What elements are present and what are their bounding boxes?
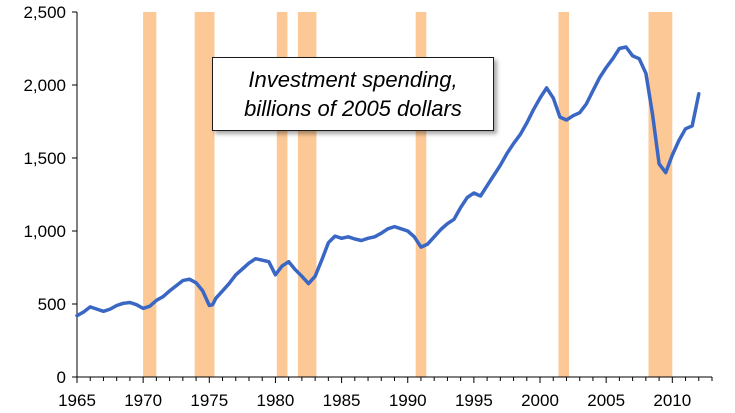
- y-tick-label: 500: [38, 295, 66, 314]
- recession-band: [648, 12, 673, 377]
- recession-band: [276, 12, 288, 377]
- x-tick-label: 1990: [389, 391, 427, 410]
- x-tick-label: 2000: [521, 391, 559, 410]
- x-tick-label: 1975: [190, 391, 228, 410]
- series-layer: [75, 45, 701, 318]
- recession-band: [415, 12, 427, 377]
- x-tick-label: 1985: [323, 391, 361, 410]
- y-tick-label: 2,500: [23, 3, 66, 22]
- y-tick-label: 1,500: [23, 149, 66, 168]
- tick-labels: 0 500 1,000 1,500 2,000 2,500 1965 1970 1975 1980…: [23, 3, 691, 410]
- chart-annotation: Investment spending, billions of 2005 do…: [212, 57, 494, 131]
- x-tick-label: 2005: [587, 391, 625, 410]
- investment-series-line: [75, 45, 701, 318]
- x-tick-label: 1980: [257, 391, 295, 410]
- x-tick-label: 1970: [124, 391, 162, 410]
- y-tick-label: 2,000: [23, 76, 66, 95]
- recession-band: [143, 12, 157, 377]
- x-tick-label: 2010: [653, 391, 691, 410]
- annotation-line-1: Investment spending,: [248, 67, 458, 92]
- y-tick-label: 1,000: [23, 222, 66, 241]
- y-tick-label: 0: [57, 368, 66, 387]
- x-tick-label: 1995: [455, 391, 493, 410]
- recession-band: [558, 12, 570, 377]
- annotation-line-2: billions of 2005 dollars: [244, 96, 462, 121]
- x-tick-label: 1965: [58, 391, 96, 410]
